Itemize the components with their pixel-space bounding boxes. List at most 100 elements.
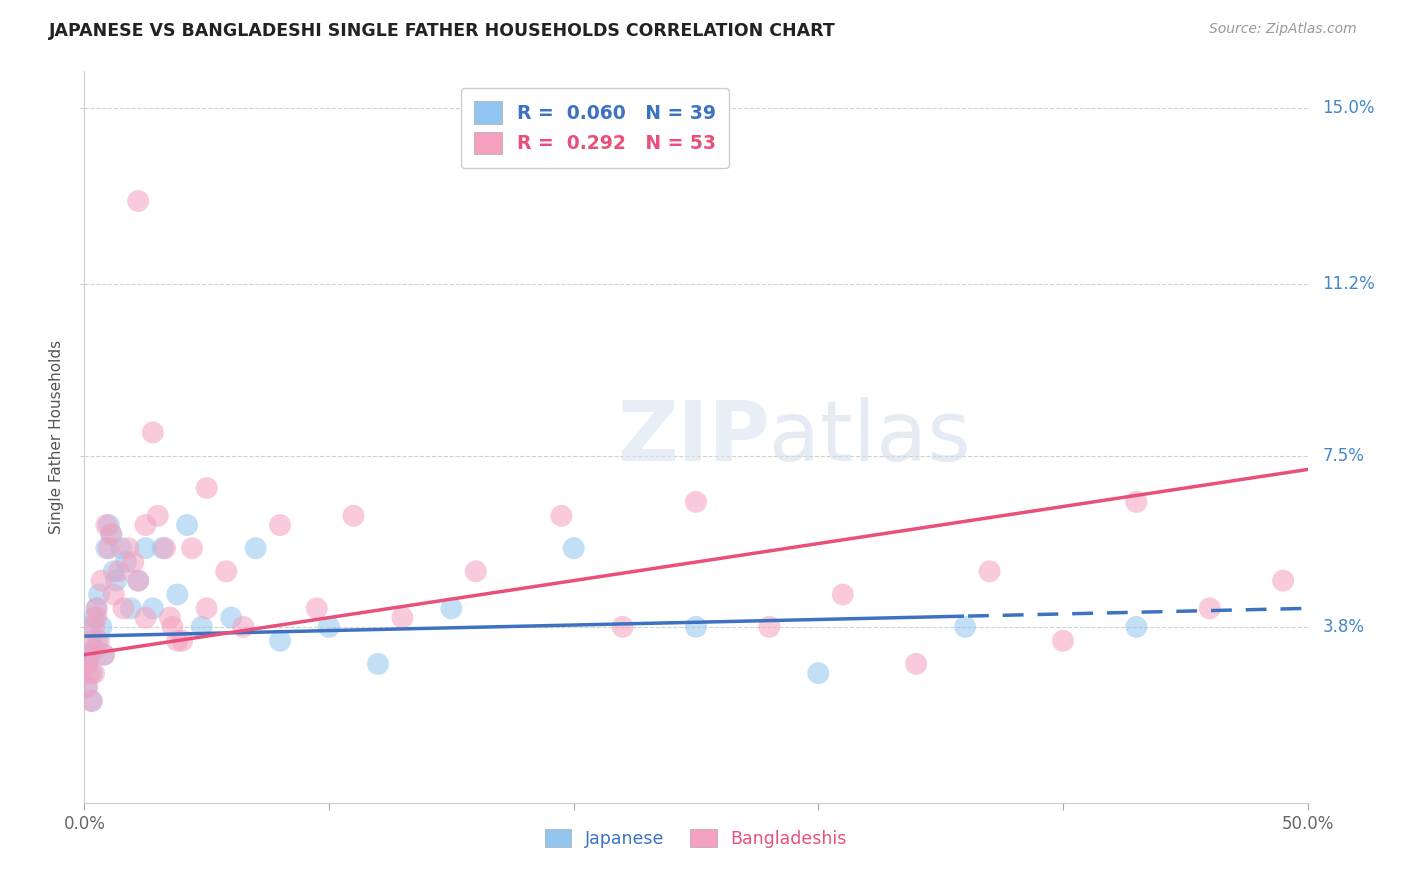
Point	[76, 657, 98, 671]
Point	[127, 194, 149, 208]
Text: 3.8%: 3.8%	[1322, 618, 1364, 636]
Point	[953, 620, 976, 634]
Point	[83, 666, 105, 681]
Point	[110, 541, 132, 556]
Point	[176, 518, 198, 533]
Point	[562, 541, 585, 556]
Point	[318, 620, 340, 634]
Point	[440, 601, 463, 615]
Point	[122, 555, 145, 569]
Text: 7.5%: 7.5%	[1322, 447, 1364, 465]
Point	[96, 541, 118, 556]
Point	[135, 541, 157, 556]
Point	[232, 620, 254, 634]
Point	[77, 666, 100, 681]
Point	[152, 541, 174, 556]
Point	[86, 633, 108, 648]
Point	[245, 541, 267, 556]
Point	[1272, 574, 1295, 588]
Point	[831, 587, 853, 601]
Point	[367, 657, 389, 671]
Point	[135, 518, 157, 533]
Point	[612, 620, 634, 634]
Point	[83, 610, 105, 624]
Point	[80, 694, 103, 708]
Point	[96, 518, 118, 533]
Point	[76, 680, 98, 694]
Point	[219, 610, 242, 624]
Point	[153, 541, 176, 556]
Text: 11.2%: 11.2%	[1322, 276, 1375, 293]
Point	[1198, 601, 1220, 615]
Text: 15.0%: 15.0%	[1322, 99, 1375, 118]
Point	[195, 481, 218, 495]
Point	[83, 643, 105, 657]
Point	[305, 601, 328, 615]
Point	[97, 518, 120, 533]
Point	[105, 574, 128, 588]
Point	[77, 648, 100, 662]
Point	[191, 620, 214, 634]
Point	[107, 565, 129, 579]
Point	[550, 508, 572, 523]
Point	[127, 574, 149, 588]
Y-axis label: Single Father Households: Single Father Households	[49, 340, 65, 534]
Point	[87, 587, 110, 601]
Point	[1125, 495, 1147, 509]
Point	[103, 587, 125, 601]
Point	[391, 610, 413, 624]
Point	[87, 633, 110, 648]
Point	[112, 601, 135, 615]
Point	[195, 601, 218, 615]
Point	[166, 587, 188, 601]
Point	[93, 648, 115, 662]
Point	[146, 508, 169, 523]
Point	[464, 565, 486, 579]
Point	[269, 518, 291, 533]
Point	[76, 657, 98, 671]
Point	[166, 633, 188, 648]
Point	[159, 610, 181, 624]
Point	[215, 565, 238, 579]
Point	[103, 565, 125, 579]
Point	[758, 620, 780, 634]
Text: atlas: atlas	[769, 397, 972, 477]
Point	[100, 527, 122, 541]
Point	[181, 541, 204, 556]
Point	[1052, 633, 1074, 648]
Point	[142, 601, 165, 615]
Point	[807, 666, 830, 681]
Point	[100, 527, 122, 541]
Point	[685, 620, 707, 634]
Text: Source: ZipAtlas.com: Source: ZipAtlas.com	[1209, 22, 1357, 37]
Point	[685, 495, 707, 509]
Point	[80, 666, 103, 681]
Text: ZIP: ZIP	[617, 397, 769, 477]
Point	[77, 620, 100, 634]
Point	[90, 574, 112, 588]
Point	[342, 508, 364, 523]
Point	[80, 633, 103, 648]
Point	[142, 425, 165, 440]
Point	[90, 620, 112, 634]
Point	[115, 555, 138, 569]
Legend: Japanese, Bangladeshis: Japanese, Bangladeshis	[537, 820, 855, 856]
Point	[117, 541, 139, 556]
Point	[86, 610, 108, 624]
Point	[172, 633, 194, 648]
Point	[76, 680, 98, 694]
Point	[83, 620, 105, 634]
Point	[86, 601, 108, 615]
Point	[135, 610, 157, 624]
Point	[162, 620, 184, 634]
Text: JAPANESE VS BANGLADESHI SINGLE FATHER HOUSEHOLDS CORRELATION CHART: JAPANESE VS BANGLADESHI SINGLE FATHER HO…	[49, 22, 837, 40]
Point	[77, 648, 100, 662]
Point	[80, 694, 103, 708]
Point	[905, 657, 928, 671]
Point	[97, 541, 120, 556]
Point	[269, 633, 291, 648]
Point	[979, 565, 1001, 579]
Point	[93, 648, 115, 662]
Point	[1125, 620, 1147, 634]
Point	[86, 601, 108, 615]
